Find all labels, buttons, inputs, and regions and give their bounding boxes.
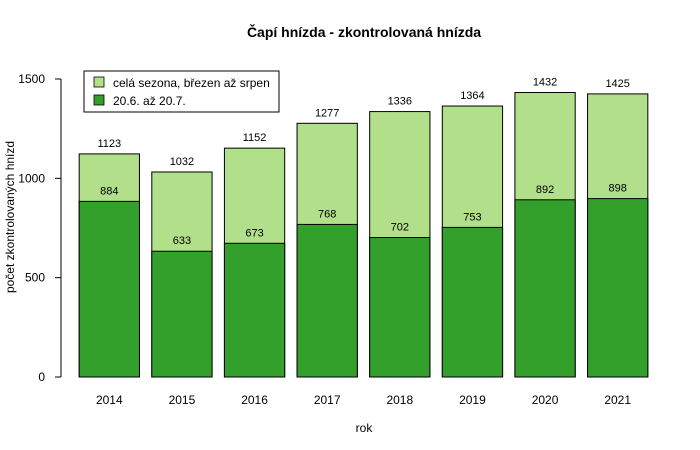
bar-summer-2017	[296, 223, 358, 378]
data-label-season-2019: 1364	[460, 90, 484, 102]
y-tick-label: 1500	[18, 72, 45, 86]
data-label-summer-2016: 673	[245, 227, 263, 239]
legend-label-season: celá sezona, březen až srpen	[113, 76, 270, 90]
y-tick-label: 0	[38, 370, 45, 384]
data-label-summer-2019: 753	[463, 211, 481, 223]
y-tick-label: 500	[25, 271, 45, 285]
data-label-summer-2017: 768	[318, 208, 336, 220]
data-label-season-2015: 1032	[170, 156, 194, 168]
legend: celá sezona, březen až srpen 20.6. až 20…	[83, 70, 280, 113]
x-tick-label-2014: 2014	[96, 393, 123, 407]
bars: 1123 884 1032 633 1152 673 1277 768 1336 702 1364 7…	[78, 77, 649, 378]
data-label-season-2017: 1277	[315, 107, 339, 119]
bar-summer-2016	[223, 242, 286, 378]
x-tick-label-2018: 2018	[386, 393, 413, 407]
data-label-season-2020: 1432	[533, 77, 557, 89]
data-label-season-2016: 1152	[243, 132, 267, 144]
data-label-season-2014: 1123	[97, 138, 121, 150]
legend-swatch-season	[93, 76, 105, 88]
x-tick-label-2015: 2015	[169, 393, 196, 407]
x-axis: 2014 2015 2016 2017 2018 2019 2020 2021	[96, 393, 631, 407]
bar-summer-2019	[441, 226, 504, 378]
legend-swatch-summer	[93, 94, 105, 106]
x-tick-label-2019: 2019	[459, 393, 486, 407]
chart-title: Čapí hnízda - zkontrolovaná hnízda	[247, 23, 481, 40]
data-label-summer-2015: 633	[173, 235, 191, 247]
data-label-season-2018: 1336	[388, 96, 412, 108]
bar-summer-2014	[78, 200, 140, 378]
data-label-summer-2014: 884	[100, 185, 118, 197]
data-label-summer-2020: 892	[536, 184, 554, 196]
y-axis: 0 500 1000 1500	[18, 72, 62, 384]
bar-summer-2020	[514, 199, 576, 378]
data-label-season-2021: 1425	[605, 78, 629, 90]
x-tick-label-2016: 2016	[241, 393, 268, 407]
legend-box	[83, 70, 280, 113]
bar-summer-2021	[587, 198, 649, 378]
bar-summer-2015	[151, 250, 213, 378]
x-axis-label: rok	[356, 421, 374, 435]
x-tick-label-2017: 2017	[314, 393, 341, 407]
legend-label-summer: 20.6. až 20.7.	[113, 94, 186, 108]
y-axis-label: počet zkontrolovaných hnízd	[3, 141, 17, 293]
x-tick-label-2021: 2021	[604, 393, 631, 407]
x-tick-label-2020: 2020	[532, 393, 559, 407]
data-label-summer-2021: 898	[609, 183, 627, 195]
data-label-summer-2018: 702	[391, 222, 409, 234]
bar-summer-2018	[369, 237, 431, 378]
y-tick-label: 1000	[18, 171, 45, 185]
